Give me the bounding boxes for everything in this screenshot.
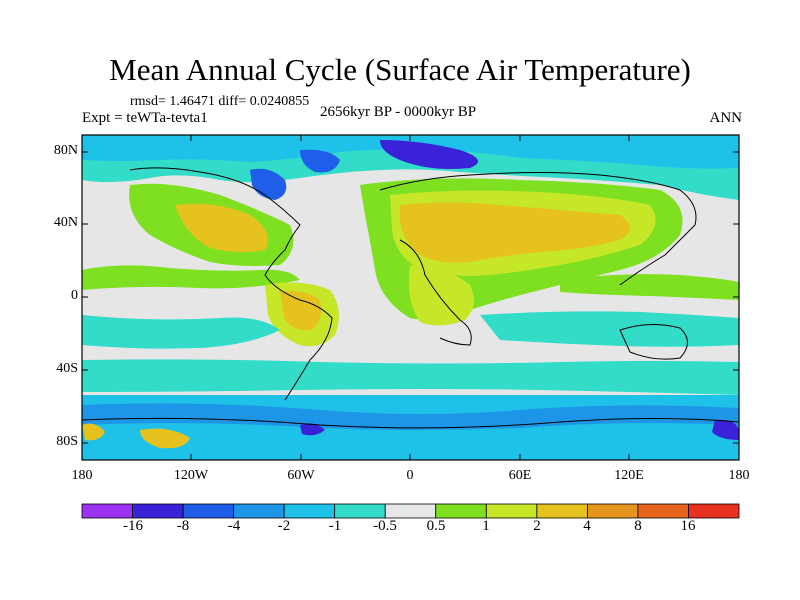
colorbar-box-12 [688, 503, 740, 519]
australia-coast [619, 324, 688, 360]
colorbar-label-minus16: -16 [123, 518, 143, 534]
ytick-0: 0 [71, 288, 78, 303]
colorbar-box-4 [283, 503, 336, 519]
colorbar-label-minus8: -8 [176, 518, 190, 534]
colorbar-box-5 [334, 503, 386, 519]
ytick-40s: 40S [56, 361, 78, 376]
xtick-0: 0 [406, 468, 414, 483]
colorbar-box-1 [132, 503, 184, 519]
colorbar-box-10 [586, 503, 639, 519]
xtick-60w: 60W [287, 468, 315, 483]
arctic-strong-cooling [380, 140, 478, 169]
colorbar-label-4: 4 [583, 518, 591, 534]
xtick-120e: 120E [614, 468, 644, 483]
xtick-60e: 60E [508, 468, 532, 483]
temperature-field [82, 135, 739, 460]
experiment-label: Expt = teWTa-tevta1 [82, 110, 208, 126]
xtick-180-west: 180 [71, 468, 93, 483]
colorbar-box-6 [384, 503, 437, 519]
south-pacific-cooling [82, 315, 280, 349]
colorbar [81, 503, 740, 519]
colorbar-label-minus2: -2 [277, 518, 291, 534]
period-label: 2656kyr BP - 0000kyr BP [320, 104, 477, 120]
colorbar-box-7 [435, 503, 487, 519]
colorbar-label-minus1: -1 [328, 518, 342, 534]
samerica-strong-warming [280, 291, 322, 331]
eurasia-coast [379, 172, 697, 286]
africa-coast [399, 239, 472, 346]
southern-ocean-band [82, 359, 739, 395]
antarctic-cooling [82, 403, 739, 430]
colorbar-box-3 [233, 503, 285, 519]
xtick-120w: 120W [173, 468, 209, 483]
ytick-40n: 40N [53, 215, 78, 230]
colorbar-box-8 [485, 503, 538, 519]
north-atlantic-cooling [300, 149, 340, 173]
plot-title: Mean Annual Cycle (Surface Air Temperatu… [109, 52, 691, 87]
colorbar-label-8: 8 [634, 518, 642, 534]
colorbar-label-2: 2 [533, 518, 541, 534]
colorbar-box-2 [182, 503, 235, 519]
tropical-band-west [82, 265, 300, 290]
ytick-80n: 80N [53, 143, 78, 158]
antarctic-cold-spot-2 [300, 423, 325, 436]
colorbar-label-16: 16 [680, 518, 696, 534]
antarctica-coast [82, 417, 739, 429]
namerica-warming [175, 203, 268, 253]
colorbar-label-1: 1 [482, 518, 490, 534]
colorbar-label-05: 0.5 [426, 518, 446, 534]
colorbar-box-9 [536, 503, 588, 519]
colorbar-label-minus05: -0.5 [373, 518, 397, 534]
eurasia-strong-warming [400, 202, 630, 263]
africa-warming [408, 265, 474, 326]
xtick-180-east: 180 [728, 468, 750, 483]
americas-coast [129, 167, 333, 401]
tropical-band-east [560, 274, 739, 300]
colorbar-box-11 [637, 503, 689, 519]
ytick-80s: 80S [56, 434, 78, 449]
antarctic-warm-spot-west [82, 423, 105, 441]
colorbar-box-0 [81, 503, 133, 519]
greenland-cooling [250, 168, 287, 200]
indian-ocean-cooling [480, 311, 739, 347]
arctic-inner [82, 135, 739, 169]
coastlines [82, 167, 739, 429]
axis-ticks [81, 135, 740, 460]
colorbar-label-minus4: -4 [227, 518, 241, 534]
antarctic-warm-spot [140, 428, 190, 449]
antarctic-cold-spot [712, 419, 739, 440]
season-label: ANN [709, 110, 743, 126]
rmsd-diff-stats: rmsd= 1.46471 diff= 0.0240855 [130, 94, 310, 109]
